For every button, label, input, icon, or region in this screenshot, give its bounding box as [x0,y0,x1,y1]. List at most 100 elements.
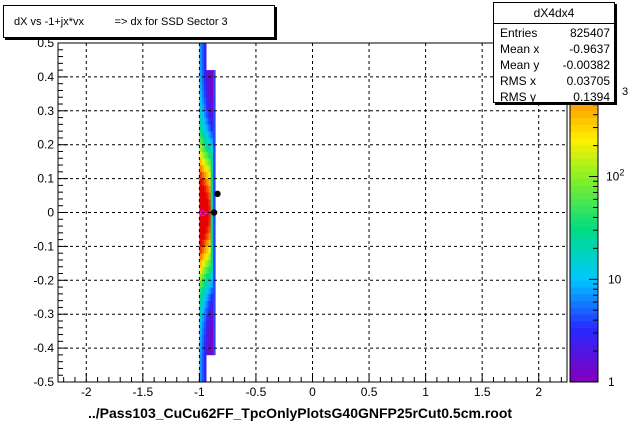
heatmap-cell [199,232,202,240]
heatmap-cell [206,212,209,220]
palette-segment [570,354,598,363]
heatmap-cell [210,124,214,132]
heatmap-cell [206,246,209,254]
heatmap-cell [199,348,202,356]
heatmap-cell [203,185,207,193]
heatmap-cell [206,192,209,200]
heatmap-cell [213,314,216,322]
heatmap-cell [199,165,202,173]
heatmap-cell [201,266,205,274]
heatmap-cell [206,131,209,139]
heatmap-cell [203,341,207,349]
title-box: dX vs -1+jx*vx => dx for SSD Sector 3 [3,5,275,38]
heatmap-cell [208,137,211,145]
heatmap-cell [210,253,214,261]
heatmap-cell [213,83,216,91]
palette-segment [570,287,598,295]
heatmap-cell [210,171,214,179]
heatmap-cell [213,198,216,206]
heatmap-cell [199,185,202,193]
heatmap-cell [203,56,207,64]
heatmap-cell [208,348,211,356]
heatmap-cell [203,321,207,329]
heatmap-cell [201,76,205,84]
heatmap-cell [201,151,205,159]
heatmap-cell [203,49,207,57]
heatmap-cell [199,375,202,383]
heatmap-cell [208,232,211,240]
heatmap-cell [201,124,205,132]
heatmap-cell [201,171,205,179]
heatmap-cell [201,83,205,91]
stats-value: -0.00382 [562,58,610,72]
palette-segment [570,110,598,118]
heatmap-cell [201,348,205,356]
heatmap-cell [210,266,214,274]
heatmap-cell [210,307,214,315]
profile-markers [197,190,221,217]
y-tick-label: 0 [47,206,54,220]
x-tick-label: 0.5 [361,385,378,399]
heatmap-cell [208,110,211,118]
heatmap-cell [201,56,205,64]
stats-row-entries: Entries 825407 [500,25,610,41]
heatmap-cell [199,321,202,329]
heatmap-cell [201,361,205,369]
heatmap-cell [203,300,207,308]
palette-segment [570,321,598,329]
z-tick-label: 10 [608,272,622,286]
heatmap-cell [199,110,202,118]
heatmap-cell [201,137,205,145]
heatmap-cell [203,226,207,234]
heatmap-cell [203,239,207,247]
heatmap-cell [203,70,207,78]
heatmap-cell [203,198,207,206]
heatmap-cell [199,70,202,78]
heatmap-cell [206,151,209,159]
heatmap-cell [206,260,209,268]
palette-segment [570,165,598,173]
heatmap-cell [210,198,214,206]
heatmap-cell [208,124,211,132]
y-tick-label: -0.4 [33,341,54,355]
heatmap-cell [199,171,202,179]
heatmap-cell [210,293,214,301]
y-tick-label: -0.1 [33,239,54,253]
heatmap-cell [206,219,209,227]
heatmap-cell [203,76,207,84]
heatmap-cell [210,205,214,213]
heatmap-cell [203,348,207,356]
heatmap-cell [206,287,209,295]
heatmap-cell [208,314,211,322]
stats-value: 825407 [569,26,610,40]
heatmap-cell [201,63,205,71]
x-tick-label: 0 [309,385,316,399]
palette-segment [570,361,598,369]
heatmap-cell [201,314,205,322]
palette-segment [570,219,598,227]
heatmap-cell [208,307,211,315]
heatmap-cell [213,117,216,125]
heatmap-cell [203,137,207,145]
heatmap-cell [210,226,214,234]
profile-point [210,209,218,216]
heatmap-cell [213,76,216,84]
stats-label: Mean x [500,42,540,56]
heatmap-cell [203,131,207,139]
heatmap-cell [199,361,202,369]
heatmap-cell [199,198,202,206]
heatmap-cell [203,171,207,179]
heatmap-cell [210,70,214,78]
heatmap-cell [203,43,207,51]
heatmap-cell [208,239,211,247]
profile-point [214,190,221,198]
stats-label: Mean y [500,58,540,72]
heatmap-cell [213,212,216,220]
stats-row-rms-x: RMS x 0.03705 [500,73,610,89]
heatmap-cell [213,280,216,288]
heatmap-cell [199,314,202,322]
heatmap-cell [210,131,214,139]
heatmap-cell [199,43,202,51]
heatmap-cell [213,273,216,281]
stats-value: -0.9637 [569,42,610,56]
